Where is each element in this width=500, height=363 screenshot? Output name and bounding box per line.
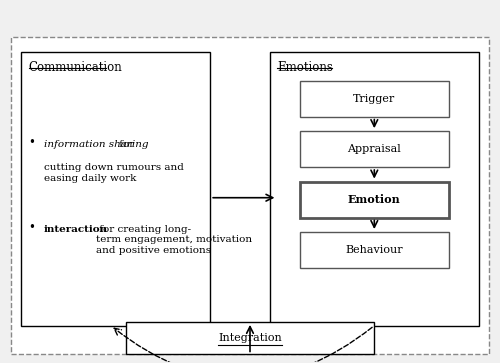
Text: Emotions: Emotions	[278, 61, 333, 74]
FancyBboxPatch shape	[300, 232, 449, 268]
FancyBboxPatch shape	[300, 131, 449, 167]
Text: Trigger: Trigger	[353, 94, 396, 104]
FancyArrowPatch shape	[114, 327, 372, 363]
Text: Behaviour: Behaviour	[346, 245, 403, 255]
FancyBboxPatch shape	[126, 322, 374, 354]
Text: for: for	[116, 140, 134, 149]
Text: cutting down rumours and
easing daily work: cutting down rumours and easing daily wo…	[44, 163, 184, 183]
Text: Emotion: Emotion	[348, 194, 401, 205]
Text: interaction: interaction	[44, 225, 108, 234]
FancyBboxPatch shape	[300, 81, 449, 117]
FancyBboxPatch shape	[22, 52, 210, 326]
FancyBboxPatch shape	[12, 37, 488, 354]
Text: Appraisal: Appraisal	[348, 144, 401, 154]
Text: Communication: Communication	[28, 61, 122, 74]
FancyBboxPatch shape	[300, 182, 449, 217]
Text: •: •	[28, 221, 35, 234]
Text: for creating long-
term engagement, motivation
and positive emotions: for creating long- term engagement, moti…	[96, 225, 252, 254]
Text: information sharing: information sharing	[44, 140, 148, 149]
Text: Integration: Integration	[218, 333, 282, 343]
Text: •: •	[28, 136, 35, 150]
FancyBboxPatch shape	[270, 52, 478, 326]
